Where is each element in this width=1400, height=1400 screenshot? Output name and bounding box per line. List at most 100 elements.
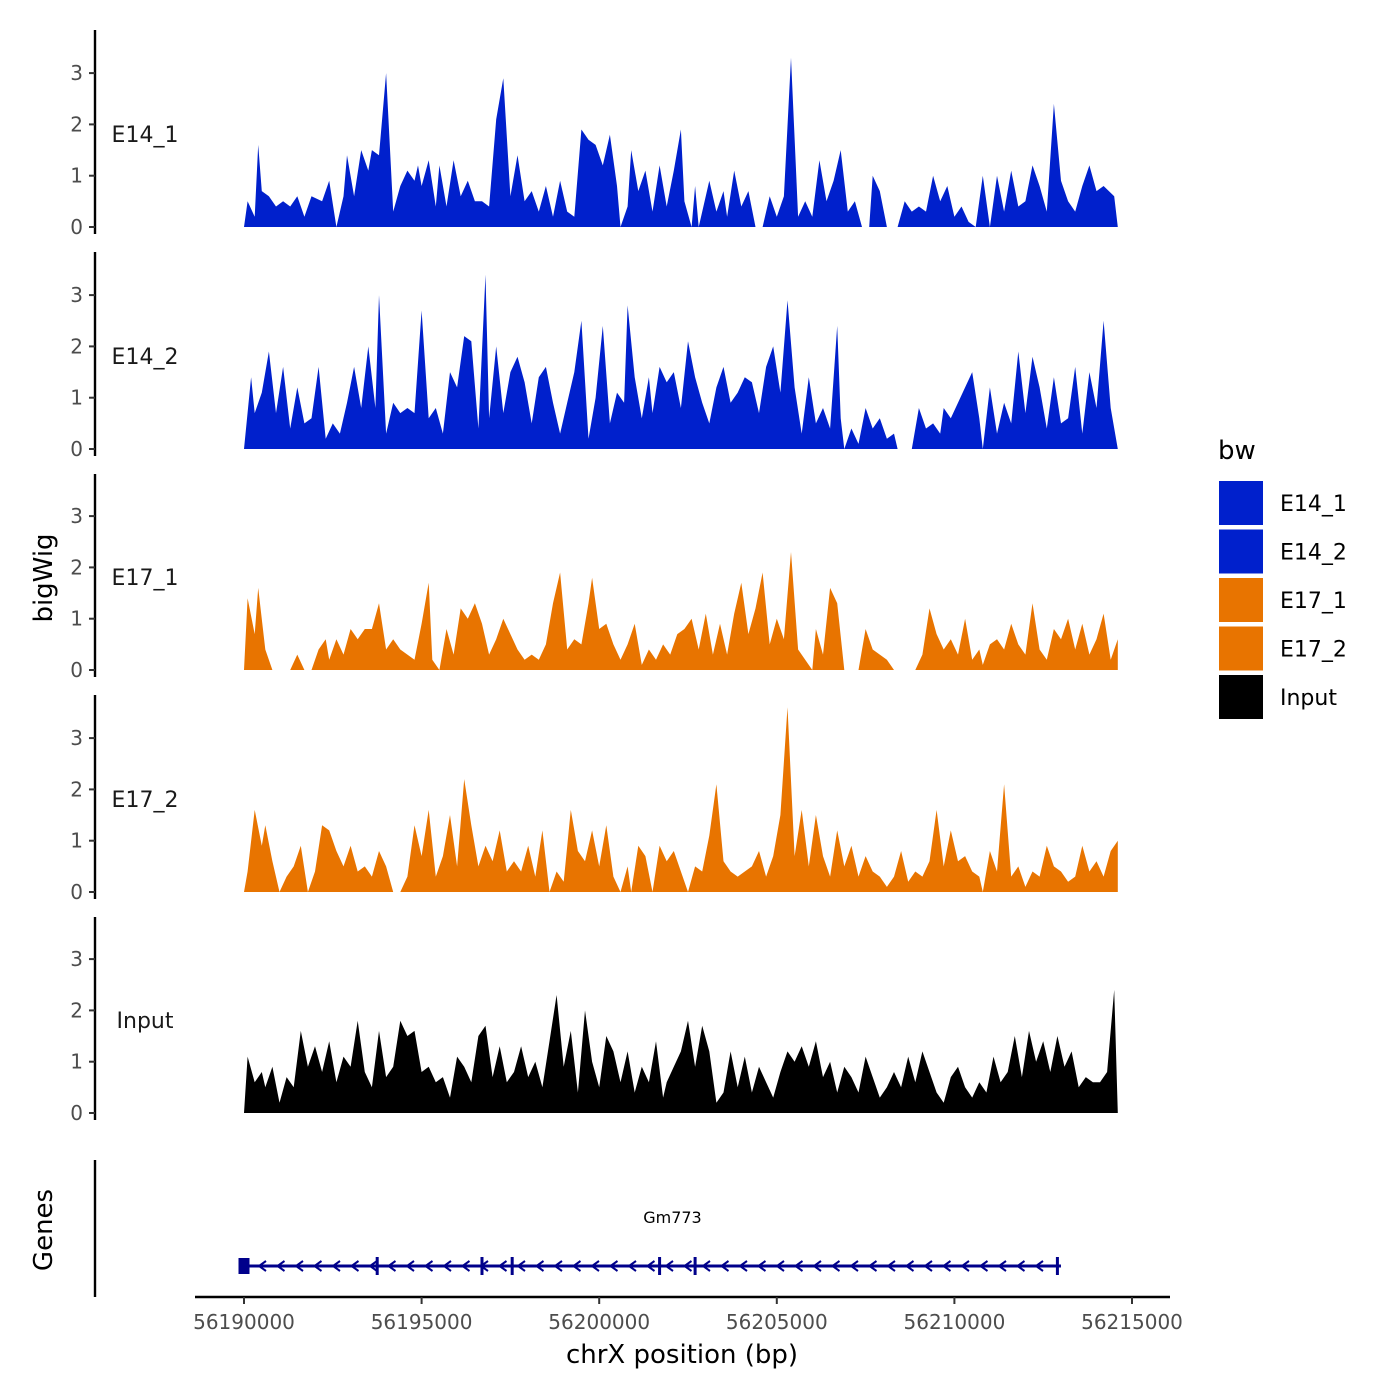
- x-tick-label: 56210000: [904, 1310, 1006, 1334]
- strand-arrow: [442, 1260, 452, 1272]
- tracks-layer: 0 1 2 3 E14_1 0 1 2 3 E14_2 0 1 2 3 E17_1 0 1 2 3 E17_2 0 1 2 3…: [70, 30, 1118, 1125]
- track-label: E14_1: [112, 123, 179, 148]
- strand-arrow: [701, 1260, 711, 1272]
- strand-arrow: [423, 1260, 434, 1272]
- y-tick-label: 0: [70, 880, 83, 904]
- x-tick-label: 56195000: [371, 1310, 473, 1334]
- strand-arrow: [553, 1260, 563, 1272]
- track-input: 0 1 2 3 Input: [70, 917, 1118, 1125]
- strand-arrow: [590, 1260, 600, 1272]
- y-tick-label: 2: [70, 998, 83, 1022]
- y-tick-label: 1: [70, 386, 83, 410]
- y-tick-label: 3: [70, 726, 83, 750]
- track-e14-1: 0 1 2 3 E14_1: [70, 30, 1118, 239]
- y-tick-label: 0: [70, 1101, 83, 1125]
- strand-arrow: [923, 1260, 933, 1272]
- coverage-area-e14-1: [244, 57, 1118, 228]
- strand-arrow: [534, 1260, 545, 1272]
- legend: bw E14_1 E14_2 E17_1 E17_2 Input: [1218, 436, 1347, 719]
- strand-arrow: [460, 1260, 471, 1272]
- strand-arrow: [960, 1260, 970, 1272]
- legend-item: Input: [1219, 675, 1337, 719]
- y-tick-label: 1: [70, 829, 83, 853]
- strand-arrow: [978, 1260, 989, 1272]
- y-tick-label: 0: [70, 215, 83, 239]
- x-axis: 56190000 56195000 56200000 56205000 56210000…: [193, 1295, 1183, 1334]
- y-tick-label: 1: [70, 607, 83, 631]
- y-axis-title: bigWig: [29, 533, 59, 622]
- exon-mark: [375, 1257, 379, 1275]
- y-tick-label: 3: [70, 61, 83, 85]
- strand-arrow: [719, 1260, 730, 1272]
- strand-arrow: [1034, 1260, 1044, 1272]
- coverage-area-e17-2: [244, 707, 1118, 892]
- strand-arrow: [645, 1260, 656, 1272]
- strand-arrow: [997, 1260, 1007, 1272]
- legend-swatch: [1219, 529, 1263, 574]
- strand-arrow: [516, 1260, 526, 1272]
- track-label: Input: [117, 1009, 174, 1034]
- strand-arrow: [682, 1260, 693, 1272]
- genes-layer: Gm773: [93, 1160, 1061, 1297]
- legend-label: E14_1: [1280, 492, 1347, 517]
- y-tick-label: 2: [70, 555, 83, 579]
- strand-arrow: [738, 1260, 748, 1272]
- y-tick-label: 3: [70, 504, 83, 528]
- strand-arrow: [886, 1260, 896, 1272]
- y-tick-label: 2: [70, 777, 83, 801]
- coverage-area-e17-1: [244, 552, 1118, 670]
- legend-label: Input: [1280, 686, 1337, 711]
- x-tick-label: 56215000: [1081, 1310, 1183, 1334]
- strand-arrow: [775, 1260, 785, 1272]
- strand-arrow: [571, 1260, 582, 1272]
- exon-mark: [510, 1257, 514, 1275]
- legend-item: E14_2: [1219, 529, 1347, 574]
- strand-arrow: [386, 1260, 397, 1272]
- legend-swatch: [1219, 675, 1263, 719]
- legend-label: E17_1: [1280, 589, 1347, 614]
- y-tick-label: 3: [70, 947, 83, 971]
- strand-arrow: [812, 1260, 822, 1272]
- strand-arrow: [867, 1260, 878, 1272]
- exon-mark: [238, 1258, 250, 1274]
- strand-arrow: [756, 1260, 767, 1272]
- strand-arrow: [312, 1260, 323, 1272]
- strand-arrow: [1015, 1260, 1026, 1272]
- legend-title: bw: [1218, 436, 1256, 466]
- x-tick-label: 56205000: [726, 1310, 828, 1334]
- track-e17-1: 0 1 2 3 E17_1: [70, 474, 1118, 682]
- strand-arrow: [849, 1260, 859, 1272]
- legend-label: E17_2: [1280, 638, 1347, 663]
- genes-axis-title: Genes: [29, 1189, 59, 1271]
- gene-model: Gm773: [238, 1208, 1061, 1275]
- strand-arrow: [627, 1260, 637, 1272]
- strand-arrow: [275, 1260, 286, 1272]
- x-tick-label: 56200000: [548, 1310, 650, 1334]
- y-tick-label: 1: [70, 1050, 83, 1074]
- y-tick-label: 2: [70, 112, 83, 136]
- y-tick-label: 2: [70, 334, 83, 358]
- strand-arrow: [497, 1260, 508, 1272]
- track-label: E14_2: [112, 345, 179, 370]
- legend-swatch: [1219, 626, 1263, 671]
- legend-swatch: [1219, 578, 1263, 622]
- y-tick-label: 0: [70, 437, 83, 461]
- legend-item: E14_1: [1219, 481, 1347, 525]
- x-axis-title: chrX position (bp): [566, 1340, 798, 1370]
- track-label: E17_2: [112, 788, 179, 813]
- strand-arrow: [294, 1260, 304, 1272]
- strand-arrow: [941, 1260, 952, 1272]
- legend-swatch: [1219, 481, 1263, 525]
- legend-item: E17_1: [1219, 578, 1347, 622]
- track-e14-2: 0 1 2 3 E14_2: [70, 252, 1118, 461]
- exon-mark: [1055, 1257, 1059, 1275]
- strand-arrow: [405, 1260, 415, 1272]
- coverage-area-e14-2: [244, 274, 1118, 449]
- exon-mark: [480, 1257, 484, 1275]
- track-label: E17_1: [112, 566, 179, 591]
- coverage-area-input: [244, 989, 1118, 1113]
- strand-arrow: [331, 1260, 341, 1272]
- strand-arrow: [830, 1260, 841, 1272]
- strand-arrow: [664, 1260, 674, 1272]
- y-tick-label: 0: [70, 658, 83, 682]
